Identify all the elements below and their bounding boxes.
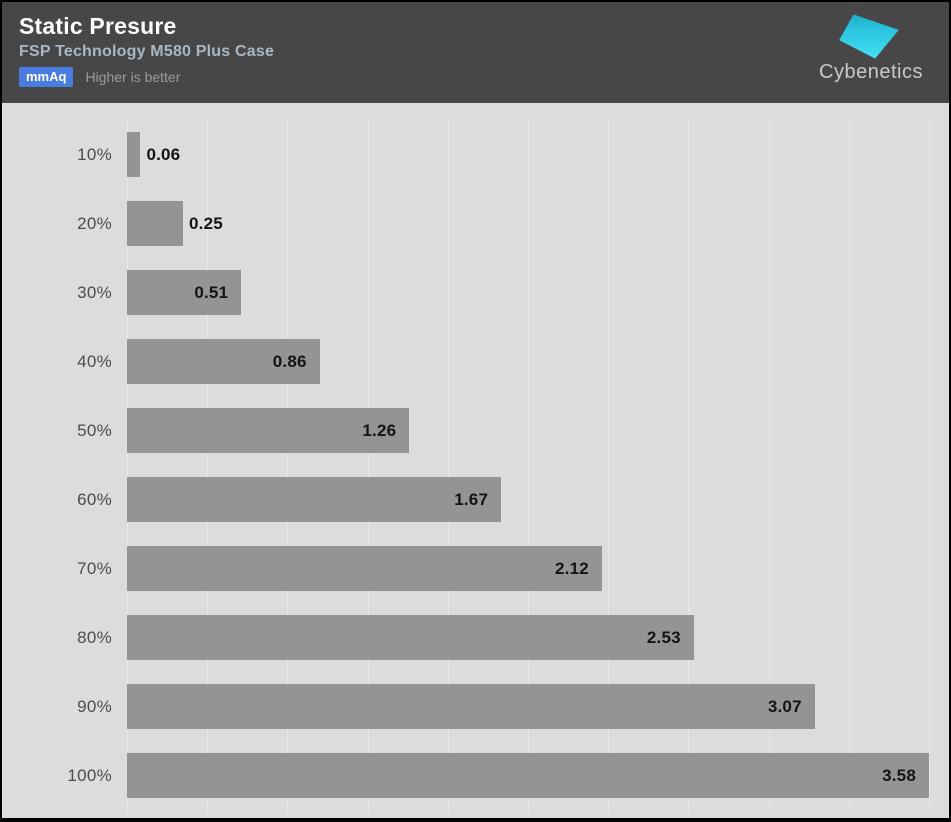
chart-row: 50% 1.26 [2,396,929,465]
chart-row: 90% 3.07 [2,672,929,741]
chart-subtitle: FSP Technology M580 Plus Case [19,43,275,61]
category-label: 40% [77,351,112,371]
chart-row: 70% 2.12 [2,534,929,603]
gridline [929,118,930,812]
bar-track: 0.51 [127,270,929,315]
cybenetics-logo: Cybenetics [819,8,923,82]
category-label: 70% [77,558,112,578]
gridline [367,118,369,812]
chart-meta-row: mmAq Higher is better [19,67,949,88]
category-label: 30% [77,282,112,302]
category-label: 10% [77,144,112,164]
value-label: 0.86 [272,351,307,371]
chart-row: 80% 2.53 [2,603,929,672]
bar: 3.58 [127,753,929,798]
bar: 1.26 [127,408,410,453]
bar-track: 1.67 [127,477,929,522]
category-label: 90% [77,696,112,716]
chart-row: 100% 3.58 [2,741,929,810]
gridline [127,118,128,812]
value-label: 3.07 [767,696,802,716]
gridlines [127,118,930,812]
bar-track: 0.25 [127,201,929,246]
bar-track: 0.06 [127,132,929,177]
category-label: 60% [77,489,112,509]
bar [127,132,141,177]
value-label: 1.67 [454,489,489,509]
value-label: 0.25 [189,213,223,233]
bar-track: 3.58 [127,753,929,798]
value-label: 2.12 [555,558,589,578]
page-title: Static Presure [19,13,177,39]
chart-rows: 10% 0.06 20% 0.25 30% 0.51 40% 0.86 50% … [2,120,929,810]
bar: 0.86 [127,339,320,384]
gridline [207,118,209,812]
chart-row: 10% 0.06 [2,120,929,189]
gridline [287,118,289,812]
bar-track: 1.26 [127,408,929,453]
value-label: 3.58 [882,765,916,785]
gridline [447,118,449,812]
value-label: 0.51 [194,282,229,302]
category-label: 50% [77,420,112,440]
bar [127,201,183,246]
gridline [528,118,529,812]
gridline [688,118,690,812]
bar: 2.12 [127,546,602,591]
value-label: 0.06 [146,144,181,164]
bar: 3.07 [127,684,815,729]
chart-row: 60% 1.67 [2,465,929,534]
bar-track: 3.07 [127,684,929,729]
category-label: 20% [77,213,112,233]
category-label: 80% [77,627,112,647]
value-label: 2.53 [646,627,681,647]
unit-badge: mmAq [19,67,74,88]
bar-chart: 10% 0.06 20% 0.25 30% 0.51 40% 0.86 50% … [2,103,949,818]
higher-is-better-note: Higher is better [85,69,181,86]
chart-row: 40% 0.86 [2,327,929,396]
chart-row: 20% 0.25 [2,189,929,258]
cybenetics-logo-icon [839,14,899,59]
chart-row: 30% 0.51 [2,258,929,327]
bar-track: 2.53 [127,615,929,660]
gridline [608,118,610,812]
category-label: 100% [67,765,112,785]
bar-track: 2.12 [127,546,929,591]
bar: 1.67 [127,477,502,522]
chart-header: Static Presure FSP Technology M580 Plus … [2,2,949,103]
gridline [768,118,770,812]
cybenetics-logo-text: Cybenetics [819,61,923,83]
bar: 0.51 [127,270,242,315]
gridline [848,118,850,812]
bar: 2.53 [127,615,694,660]
bar-track: 0.86 [127,339,929,384]
value-label: 1.26 [362,420,397,440]
